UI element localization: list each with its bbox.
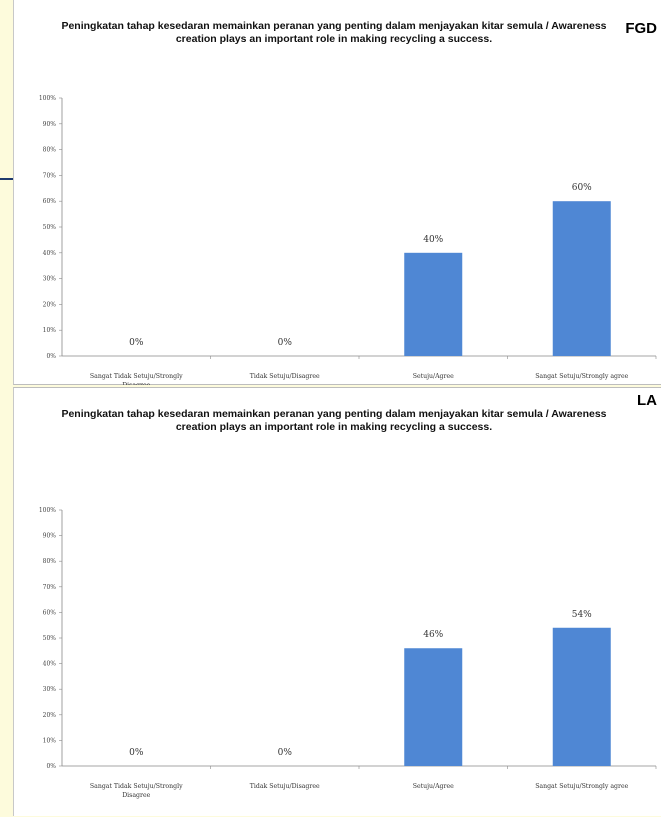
y-tick-label: 90% xyxy=(43,121,57,128)
category-label: Setuju/Agree xyxy=(413,783,454,790)
bar xyxy=(552,627,611,766)
data-label: 60% xyxy=(572,183,592,193)
bar-chart-la: 0% 10% 20% 30% 40% 50% 60% 70% 80% 90% 100% 0% Sanga… xyxy=(39,507,657,799)
y-tick-label: 10% xyxy=(43,327,57,334)
y-tick-label: 30% xyxy=(43,686,57,693)
data-label: 0% xyxy=(129,748,144,758)
chart-panel-la: Peningkatan tahap kesedaran memainkan pe… xyxy=(13,387,661,816)
category-label: Tidak Setuju/Disagree xyxy=(250,783,320,790)
y-tick-label: 70% xyxy=(43,584,57,591)
y-tick-label: 20% xyxy=(43,301,57,308)
y-tick-label: 50% xyxy=(43,224,57,231)
data-label: 46% xyxy=(423,630,443,640)
chart-tag-fgd: FGD xyxy=(625,20,657,37)
data-label: 40% xyxy=(423,235,443,245)
y-tick-label: 40% xyxy=(43,661,57,668)
category-label: Sangat Setuju/Strongly agree xyxy=(535,373,628,380)
category-label: Tidak Setuju/Disagree xyxy=(250,373,320,380)
bar xyxy=(404,252,463,356)
y-tick-label: 80% xyxy=(43,558,57,565)
y-tick-label: 60% xyxy=(43,609,57,616)
chart-panel-fgd: Peningkatan tahap kesedaran memainkan pe… xyxy=(13,0,661,385)
y-tick-label: 40% xyxy=(43,250,57,257)
y-tick-label: 50% xyxy=(43,635,57,642)
y-tick-label: 20% xyxy=(43,712,57,719)
data-label: 0% xyxy=(278,338,293,348)
y-tick-label: 60% xyxy=(43,198,57,205)
y-tick-label: 30% xyxy=(43,276,57,283)
y-tick-label: 100% xyxy=(39,95,56,102)
bar xyxy=(404,648,463,766)
data-label: 54% xyxy=(572,610,592,620)
y-tick-label: 80% xyxy=(43,147,57,154)
data-label: 0% xyxy=(278,748,293,758)
chart-title: Peningkatan tahap kesedaran memainkan pe… xyxy=(61,20,607,45)
chart-title: Peningkatan tahap kesedaran memainkan pe… xyxy=(61,408,607,433)
y-tick-label: 0% xyxy=(46,353,56,360)
chart-tag-la: LA xyxy=(637,392,657,409)
bar xyxy=(552,201,611,356)
y-tick-label: 70% xyxy=(43,172,57,179)
y-tick-label: 10% xyxy=(43,737,57,744)
bar-chart-fgd: 0% 10% 20% 30% 40% 50% 60% 70% 80% 90% 100% 0% Sanga… xyxy=(39,95,657,385)
y-tick-label: 0% xyxy=(46,763,56,770)
category-label: Setuju/Agree xyxy=(413,373,454,380)
y-tick-label: 100% xyxy=(39,507,56,514)
y-tick-label: 90% xyxy=(43,533,57,540)
data-label: 0% xyxy=(129,338,144,348)
category-label: Sangat Setuju/Strongly agree xyxy=(535,783,628,790)
